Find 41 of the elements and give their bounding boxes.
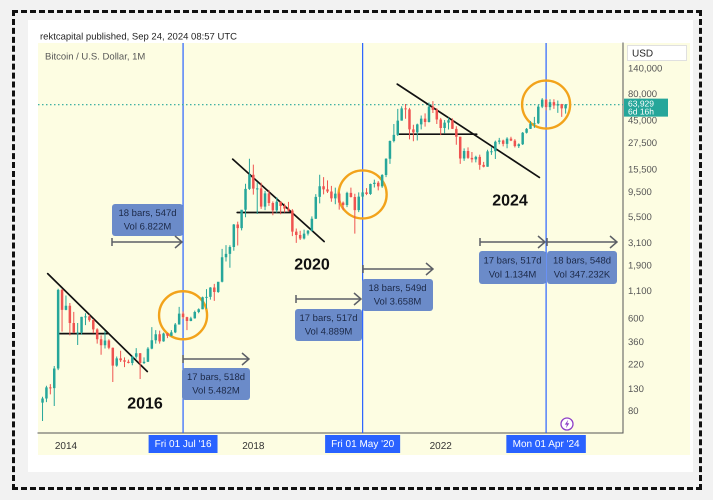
ref-line-label: Mon 01 Apr '24 bbox=[512, 438, 580, 450]
annotation: Vol 1.134M bbox=[488, 269, 536, 280]
y-tick-label: 15,500 bbox=[628, 164, 658, 176]
annotation: 2024 bbox=[492, 192, 528, 210]
x-tick-label: 2022 bbox=[430, 440, 452, 452]
annotation: 2020 bbox=[294, 256, 330, 274]
annotation: Vol 3.658M bbox=[374, 296, 422, 308]
annotation: Vol 6.822M bbox=[124, 222, 172, 233]
annotation: 17 bars, 517d bbox=[299, 313, 358, 324]
y-tick-label: 140,000 bbox=[628, 63, 662, 74]
text: 6d 16h bbox=[628, 106, 654, 117]
annotation: 17 bars, 517d bbox=[483, 256, 542, 267]
y-axis-title: USD bbox=[632, 48, 654, 60]
annotation: 18 bars, 548d bbox=[552, 256, 612, 267]
y-tick-label: 45,000 bbox=[628, 115, 658, 126]
y-tick-label: 9,500 bbox=[628, 186, 652, 198]
chart-subtitle: rektcapital published, Sep 24, 2024 08:57 UTC bbox=[40, 32, 238, 43]
ref-line-label: 63,929 bbox=[628, 98, 654, 109]
y-tick-label: 80 bbox=[628, 406, 639, 418]
y-tick-label: 80,000 bbox=[628, 88, 658, 100]
y-tick-label: 1,100 bbox=[628, 286, 652, 297]
annotation: Vol 347.232K bbox=[554, 269, 611, 280]
annotation: Vol 4.889M bbox=[304, 326, 352, 338]
y-tick-label: 130 bbox=[628, 384, 644, 395]
annotation: 2016 bbox=[127, 395, 163, 412]
y-tick-label: 5,500 bbox=[628, 212, 652, 223]
y-tick-label: 220 bbox=[628, 360, 644, 371]
annotation: 18 bars, 547d bbox=[118, 208, 177, 220]
text: Bitcoin / U.S. Dollar, 1M bbox=[45, 52, 146, 63]
ref-line-label: Fri 01 May '20 bbox=[331, 438, 395, 450]
y-tick-label: 1,900 bbox=[628, 260, 652, 272]
annotation: Vol 5.482M bbox=[192, 386, 240, 397]
x-tick-label: 2018 bbox=[242, 440, 265, 452]
annotation: 18 bars, 549d bbox=[368, 283, 427, 294]
y-tick-label: 600 bbox=[628, 314, 644, 325]
ref-line-label: Fri 01 Jul '16 bbox=[154, 438, 212, 450]
annotation: 17 bars, 518d bbox=[186, 372, 246, 384]
y-tick-label: 360 bbox=[628, 337, 644, 348]
y-tick-label: 3,100 bbox=[628, 238, 652, 250]
y-tick-label: 27,500 bbox=[628, 138, 658, 150]
x-tick-label: 2014 bbox=[54, 440, 78, 452]
